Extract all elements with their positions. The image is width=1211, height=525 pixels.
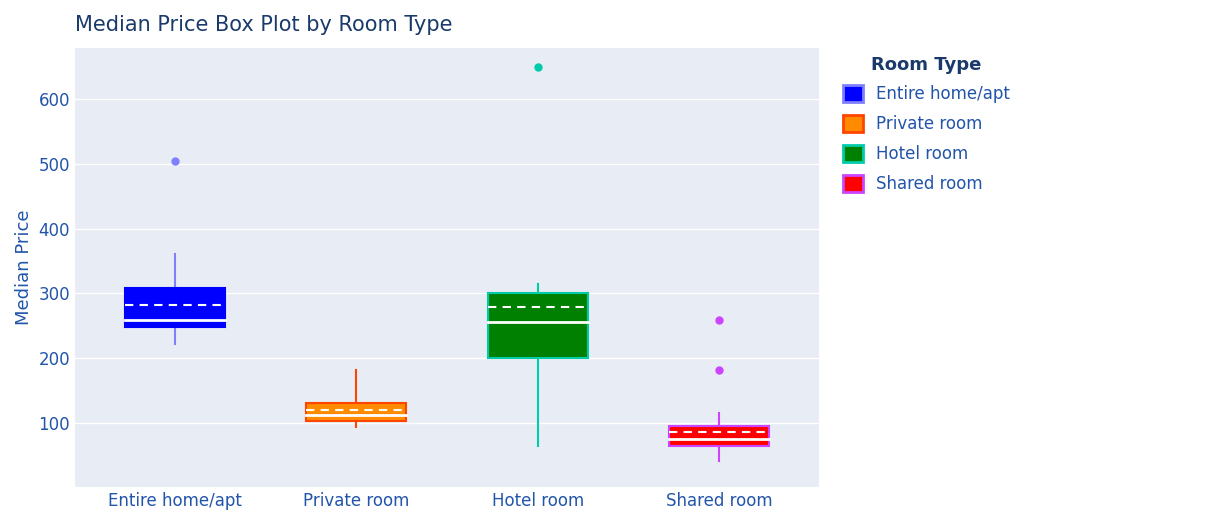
Text: Median Price Box Plot by Room Type: Median Price Box Plot by Room Type (75, 15, 453, 35)
Legend: Entire home/apt, Private room, Hotel room, Shared room: Entire home/apt, Private room, Hotel roo… (834, 47, 1018, 201)
Y-axis label: Median Price: Median Price (15, 209, 33, 325)
Bar (488, 293, 587, 358)
Bar (670, 426, 769, 446)
Bar (125, 288, 225, 327)
Bar (306, 403, 406, 421)
